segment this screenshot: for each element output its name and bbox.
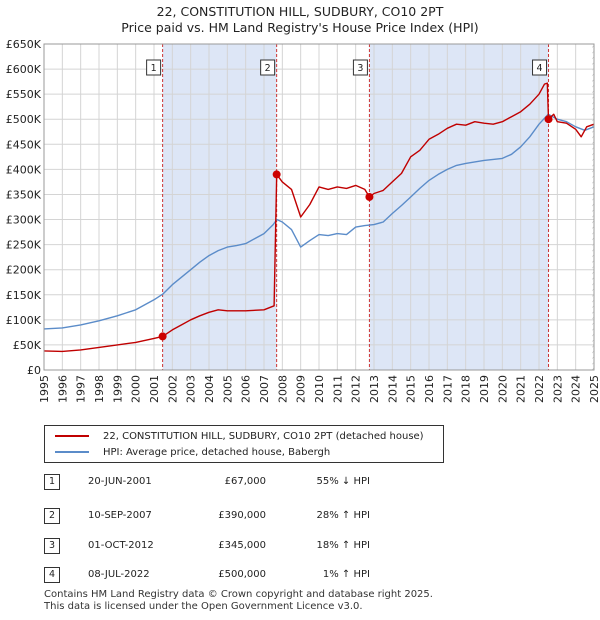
x-tick-label: 2001 bbox=[148, 375, 161, 403]
sale-row: 4 08-JUL-2022 £500,000 1% ↑ HPI bbox=[40, 567, 600, 585]
x-tick-label: 1999 bbox=[111, 375, 124, 403]
x-tick-label: 2005 bbox=[221, 375, 234, 403]
x-tick-label: 2003 bbox=[185, 375, 198, 403]
price-chart: £0 £50K £100K £150K £200K £250K £300K £350K £400… bbox=[6, 38, 600, 403]
x-tick-label: 2012 bbox=[350, 375, 363, 403]
y-tick-label: £200K bbox=[6, 264, 42, 277]
x-tick-label: 2006 bbox=[240, 375, 253, 403]
sale-number-badge: 4 bbox=[44, 567, 60, 583]
legend-swatch-hpi bbox=[55, 451, 89, 453]
sale-price: £67,000 bbox=[224, 476, 266, 487]
x-tick-label: 2007 bbox=[258, 375, 271, 403]
x-tick-label: 2002 bbox=[166, 375, 179, 403]
sale-hpi-diff: 1% ↑ HPI bbox=[322, 569, 370, 580]
y-tick-label: £550K bbox=[6, 88, 42, 101]
x-tick-label: 2017 bbox=[441, 375, 454, 403]
x-tick-label: 2025 bbox=[588, 375, 600, 403]
y-tick-label: £0 bbox=[27, 364, 41, 377]
sale-point bbox=[272, 170, 281, 179]
x-tick-label: 2020 bbox=[496, 375, 509, 403]
legend-label-property: 22, CONSTITUTION HILL, SUDBURY, CO10 2PT… bbox=[103, 430, 424, 442]
legend-label-hpi: HPI: Average price, detached house, Babe… bbox=[103, 446, 331, 458]
sale-label-box bbox=[146, 59, 162, 76]
sale-row: 2 10-SEP-2007 £390,000 28% ↑ HPI bbox=[40, 508, 600, 526]
hpi-series-line bbox=[43, 113, 595, 330]
x-tick-label: 2016 bbox=[423, 375, 436, 403]
sale-hpi-diff: 28% ↑ HPI bbox=[316, 510, 370, 521]
sale-date: 20-JUN-2001 bbox=[88, 476, 152, 487]
legend-item-property: 22, CONSTITUTION HILL, SUDBURY, CO10 2PT… bbox=[55, 429, 424, 443]
chart-subtitle: Price paid vs. HM Land Registry's House … bbox=[121, 20, 479, 35]
x-tick-label: 2019 bbox=[478, 375, 491, 403]
sale-point bbox=[365, 192, 374, 201]
sale-label-text: 1 bbox=[151, 63, 157, 74]
sale-number-badge: 2 bbox=[44, 508, 60, 524]
shaded-range bbox=[369, 44, 549, 370]
sale-number-badge: 1 bbox=[44, 474, 60, 490]
x-tick-label: 2013 bbox=[368, 375, 381, 403]
y-tick-label: £500K bbox=[6, 113, 42, 126]
x-tick-label: 1998 bbox=[93, 375, 106, 403]
sale-price: £500,000 bbox=[218, 569, 266, 580]
chart-legend: 22, CONSTITUTION HILL, SUDBURY, CO10 2PT… bbox=[44, 425, 444, 463]
y-tick-label: £400K bbox=[6, 163, 42, 176]
y-tick-label: £250K bbox=[6, 239, 42, 252]
sale-label-text: 2 bbox=[265, 63, 271, 74]
footer-licence: This data is licensed under the Open Gov… bbox=[44, 601, 363, 612]
sale-label-box bbox=[352, 59, 368, 76]
y-tick-label: £100K bbox=[6, 314, 42, 327]
legend-item-hpi: HPI: Average price, detached house, Babe… bbox=[55, 445, 330, 459]
sale-hpi-diff: 18% ↑ HPI bbox=[316, 540, 370, 551]
x-tick-label: 2023 bbox=[551, 375, 564, 403]
sale-price: £345,000 bbox=[218, 540, 266, 551]
sale-hpi-diff: 55% ↓ HPI bbox=[316, 476, 370, 487]
chart-title: 22, CONSTITUTION HILL, SUDBURY, CO10 2PT bbox=[156, 4, 444, 19]
x-tick-label: 2008 bbox=[276, 375, 289, 403]
sale-date: 08-JUL-2022 bbox=[88, 569, 150, 580]
sale-number-badge: 3 bbox=[44, 538, 60, 554]
x-tick-label: 2004 bbox=[203, 375, 216, 403]
x-tick-label: 2021 bbox=[515, 375, 528, 403]
sale-label: 1 bbox=[146, 59, 162, 76]
sale-date: 10-SEP-2007 bbox=[88, 510, 152, 521]
sale-point bbox=[158, 332, 167, 341]
sale-date: 01-OCT-2012 bbox=[88, 540, 154, 551]
x-tick-label: 2009 bbox=[295, 375, 308, 403]
x-tick-label: 1996 bbox=[56, 375, 69, 403]
y-tick-label: £600K bbox=[6, 63, 42, 76]
y-tick-label: £450K bbox=[6, 138, 42, 151]
x-tick-label: 2011 bbox=[331, 375, 344, 403]
sale-label: 3 bbox=[352, 59, 368, 76]
sale-row: 1 20-JUN-2001 £67,000 55% ↓ HPI bbox=[40, 474, 600, 492]
x-tick-label: 2010 bbox=[313, 375, 326, 403]
legend-swatch-property bbox=[55, 435, 89, 437]
x-tick-label: 2015 bbox=[405, 375, 418, 403]
x-tick-label: 2000 bbox=[130, 375, 143, 403]
y-tick-label: £650K bbox=[6, 38, 42, 51]
projection-hatch bbox=[592, 44, 594, 370]
sale-price: £390,000 bbox=[218, 510, 266, 521]
y-tick-label: £150K bbox=[6, 289, 42, 302]
sale-label: 2 bbox=[260, 59, 276, 76]
sale-label-text: 3 bbox=[357, 63, 363, 74]
y-tick-label: £300K bbox=[6, 214, 42, 227]
x-tick-label: 1995 bbox=[38, 375, 51, 403]
x-tick-label: 2024 bbox=[570, 375, 583, 403]
sale-label-box bbox=[260, 59, 276, 76]
y-tick-label: £350K bbox=[6, 188, 42, 201]
shaded-range bbox=[162, 44, 277, 370]
x-tick-label: 2014 bbox=[386, 375, 399, 403]
x-tick-label: 2018 bbox=[460, 375, 473, 403]
sale-label: 4 bbox=[532, 59, 548, 76]
sale-row: 3 01-OCT-2012 £345,000 18% ↑ HPI bbox=[40, 538, 600, 556]
footer-copyright: Contains HM Land Registry data © Crown c… bbox=[44, 589, 433, 600]
x-tick-label: 1997 bbox=[75, 375, 88, 403]
x-tick-label: 2022 bbox=[533, 375, 546, 403]
sale-label-text: 4 bbox=[537, 63, 543, 74]
sale-point bbox=[544, 115, 553, 124]
sale-label-box bbox=[532, 59, 548, 76]
plot-frame bbox=[43, 43, 595, 371]
y-tick-label: £50K bbox=[13, 339, 42, 352]
